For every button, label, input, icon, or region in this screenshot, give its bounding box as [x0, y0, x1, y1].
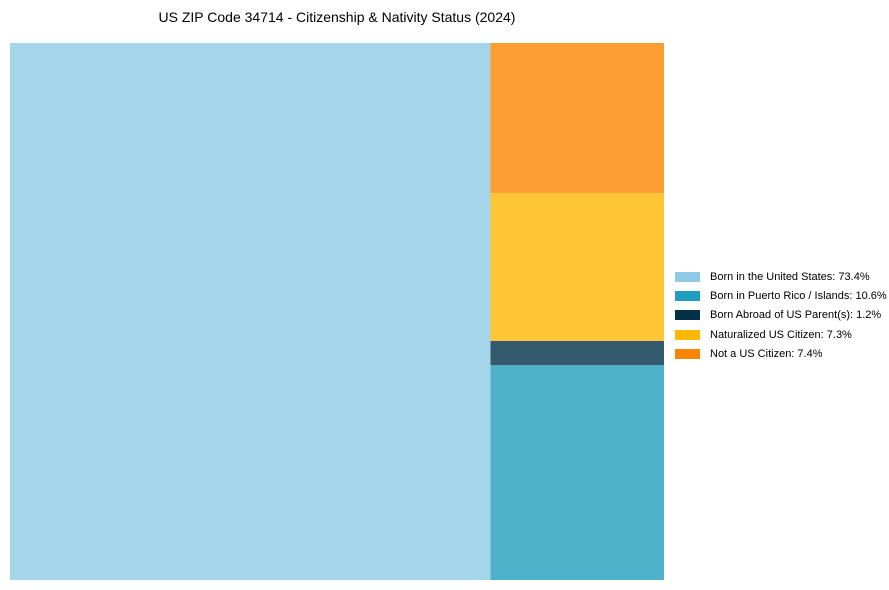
treemap-cell-not-a-us-citizen — [490, 43, 664, 193]
treemap-cell-born-abroad-of-us-parent-s — [490, 340, 664, 366]
legend-swatch-not-citizen — [675, 349, 700, 360]
legend: Born in the United States: 73.4% Born in… — [675, 267, 887, 364]
legend-label-born-abroad: Born Abroad of US Parent(s): 1.2% — [710, 309, 882, 322]
treemap-cell-naturalized-us-citizen — [490, 192, 664, 341]
legend-label-born-pr: Born in Puerto Rico / Islands: 10.6% — [710, 290, 887, 303]
legend-item-born-pr: Born in Puerto Rico / Islands: 10.6% — [675, 286, 887, 305]
legend-label-naturalized: Naturalized US Citizen: 7.3% — [710, 328, 852, 341]
legend-label-born-us: Born in the United States: 73.4% — [710, 270, 870, 283]
legend-item-naturalized: Naturalized US Citizen: 7.3% — [675, 325, 887, 344]
legend-item-born-us: Born in the United States: 73.4% — [675, 267, 887, 286]
legend-swatch-born-pr — [675, 291, 700, 302]
legend-swatch-born-abroad — [675, 310, 700, 321]
chart-title: US ZIP Code 34714 - Citizenship & Nativi… — [158, 9, 516, 25]
legend-swatch-naturalized — [675, 329, 700, 340]
legend-label-not-citizen: Not a US Citizen: 7.4% — [710, 348, 823, 361]
legend-item-born-abroad: Born Abroad of US Parent(s): 1.2% — [675, 306, 887, 325]
treemap-cell-born-in-the-united-states — [10, 43, 491, 580]
treemap-cell-born-in-puerto-rico-islands — [490, 365, 664, 580]
legend-item-not-citizen: Not a US Citizen: 7.4% — [675, 345, 887, 364]
legend-swatch-born-us — [675, 271, 700, 282]
